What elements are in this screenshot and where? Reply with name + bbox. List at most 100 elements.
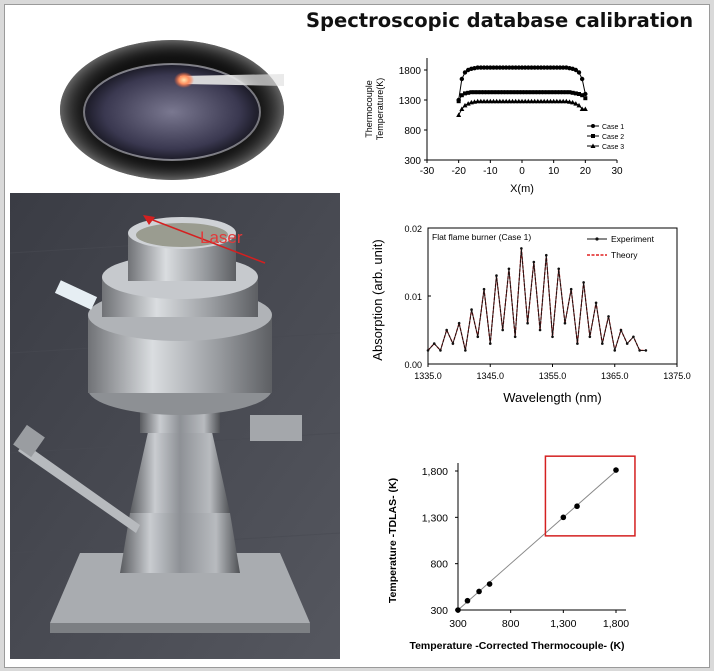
data-point [548,90,553,95]
data-point [535,98,541,104]
chart-annotation: Flat flame burner (Case 1) [432,232,531,242]
y-tick-label: 800 [404,126,421,137]
data-point [551,65,556,70]
data-point [554,65,560,70]
legend-marker [591,134,595,138]
x-tick-label: 800 [502,618,520,630]
x-tick-label: -20 [451,166,466,177]
data-point [484,98,490,104]
data-point [507,267,511,271]
data-point [538,328,542,332]
y-tick-label: 0.01 [404,292,422,302]
data-point [520,247,523,250]
data-point [579,106,585,111]
data-point [548,98,553,104]
data-point [497,65,503,70]
data-point [573,101,579,106]
data-point [459,93,464,98]
data-point [564,90,569,95]
data-point [561,90,566,95]
x-tick-label: 1355.0 [539,371,567,381]
data-point [542,90,547,95]
data-point [525,98,531,104]
x-tick-label: 1375.0 [663,371,691,381]
data-point [583,96,588,101]
data-point [451,342,455,345]
data-point [501,90,505,95]
data-point [481,98,487,104]
data-point [554,98,560,104]
x-axis-label: X(m) [510,183,534,195]
data-point [500,65,506,70]
x-tick-label: 0 [519,166,525,177]
data-point [579,76,585,82]
data-point [557,98,563,104]
data-point [619,328,623,332]
data-point [475,98,481,104]
data-point [573,91,578,96]
data-point [529,98,534,104]
data-point [497,90,502,95]
data-point [632,335,635,339]
x-tick-label: 20 [580,166,592,177]
data-point [526,65,531,70]
y-axis-label-line2: Temperature(K) [375,78,385,141]
data-point [475,90,480,95]
data-point [462,102,468,108]
laser-label: Laser [200,228,243,247]
data-point [516,90,521,95]
data-point [607,315,610,318]
y-tick-label: 0.02 [404,224,422,234]
data-point [465,101,471,106]
data-point [500,98,506,104]
data-point [570,90,575,95]
data-point [506,98,512,104]
data-point [516,98,522,104]
data-point [497,98,503,104]
data-point [486,581,493,587]
data-point [532,98,538,104]
data-point [494,65,499,70]
data-point [510,98,515,104]
data-point [478,90,483,95]
data-point [644,349,648,352]
x-axis-label: Wavelength (nm) [503,390,602,405]
data-point [488,90,493,95]
legend-label: Case 1 [602,124,624,131]
data-point [567,99,572,104]
data-point [503,98,509,104]
plot-frame [427,227,678,365]
data-point [582,281,585,284]
y-axis-label-line1: Thermocouple [364,80,374,138]
data-point [526,321,529,325]
burner-photo: Laser [10,193,340,659]
data-point [583,91,588,97]
data-point [558,90,562,95]
legend-marker [590,143,596,148]
data-point [638,349,641,352]
x-tick-label: -30 [420,166,435,177]
legend-label: Experiment [611,234,655,244]
data-point [501,328,504,332]
data-point [426,349,430,352]
data-point [594,301,598,305]
data-point [455,607,461,613]
data-point [580,93,585,98]
data-point [504,90,509,95]
data-point [538,98,544,104]
data-point [582,106,588,111]
data-point [529,90,534,95]
data-point [526,90,531,95]
data-point [544,98,550,104]
data-point [462,70,468,75]
data-point [459,76,465,82]
data-point [576,102,582,108]
data-point [445,328,448,332]
data-point [535,90,540,95]
data-point [557,267,561,271]
data-point [510,90,515,95]
data-point [457,321,461,325]
data-point [567,90,572,95]
data-point [491,90,496,95]
page-title: Spectroscopic database calibration [306,9,694,32]
